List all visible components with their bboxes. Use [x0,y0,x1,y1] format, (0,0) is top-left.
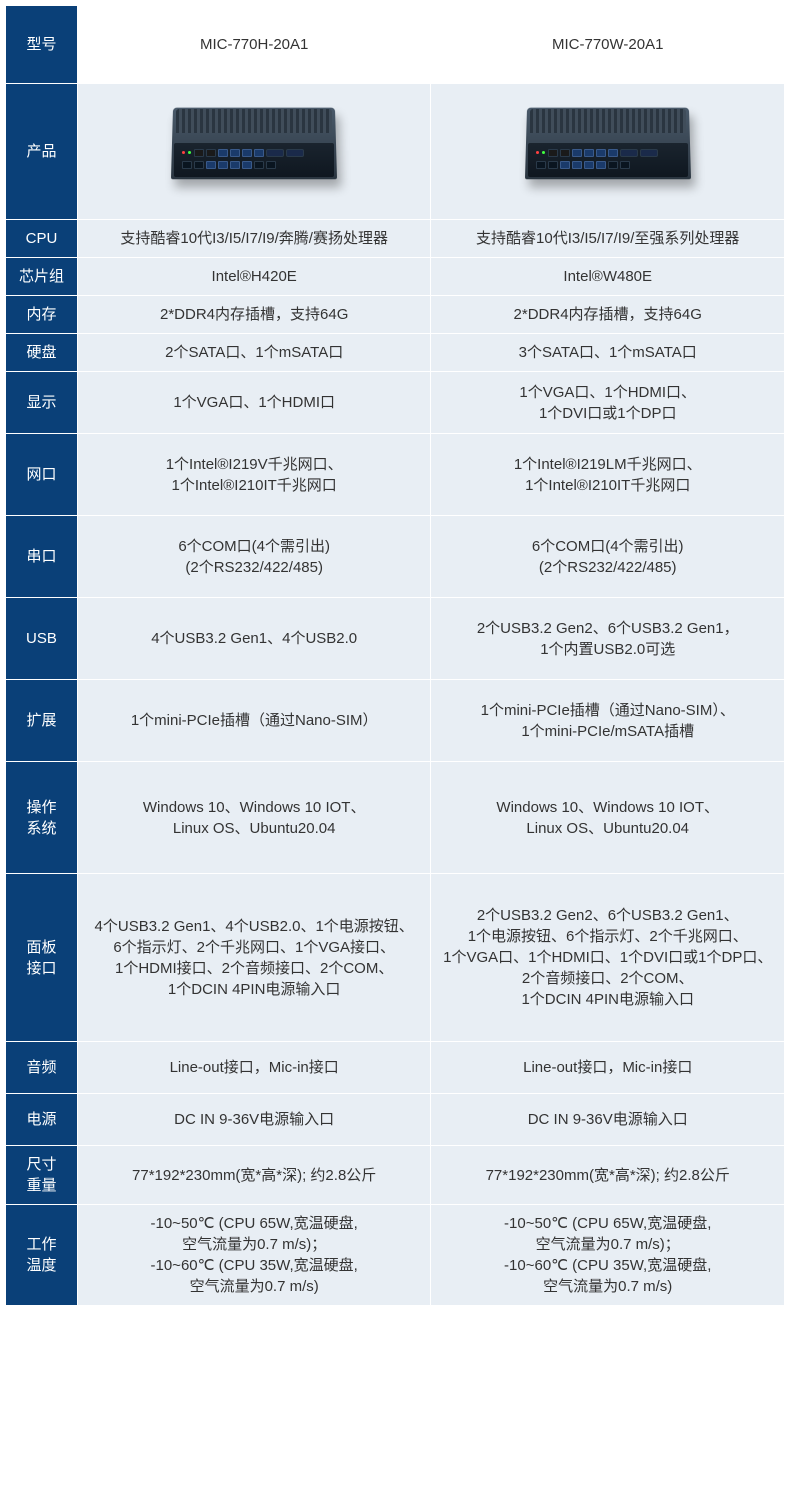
table-row: 工作 温度-10~50℃ (CPU 65W,宽温硬盘, 空气流量为0.7 m/s… [6,1205,785,1306]
spec-value: 77*192*230mm(宽*高*深); 约2.8公斤 [431,1146,785,1205]
spec-value: 2*DDR4内存插槽，支持64G [77,296,431,334]
spec-value: 2个SATA口、1个mSATA口 [77,334,431,372]
row-header: 内存 [6,296,78,334]
spec-value: 2个USB3.2 Gen2、6个USB3.2 Gen1、 1个电源按钮、6个指示… [431,874,785,1042]
spec-value: MIC-770W-20A1 [431,6,785,84]
product-image [154,99,354,199]
spec-value: Intel®H420E [77,258,431,296]
table-row: USB4个USB3.2 Gen1、4个USB2.02个USB3.2 Gen2、6… [6,598,785,680]
spec-value: Line-out接口，Mic-in接口 [431,1042,785,1094]
spec-value: Intel®W480E [431,258,785,296]
product-image-cell [77,84,431,220]
table-row: 产品 [6,84,785,220]
spec-value: 4个USB3.2 Gen1、4个USB2.0、1个电源按钮、 6个指示灯、2个千… [77,874,431,1042]
spec-value: DC IN 9-36V电源输入口 [77,1094,431,1146]
table-row: 内存2*DDR4内存插槽，支持64G2*DDR4内存插槽，支持64G [6,296,785,334]
spec-value: 1个mini-PCIe插槽（通过Nano-SIM）、 1个mini-PCIe/m… [431,680,785,762]
row-header: 串口 [6,516,78,598]
table-row: 操作 系统Windows 10、Windows 10 IOT、 Linux OS… [6,762,785,874]
row-header: USB [6,598,78,680]
spec-value: -10~50℃ (CPU 65W,宽温硬盘, 空气流量为0.7 m/s)； -1… [431,1205,785,1306]
table-body: 型号MIC-770H-20A1MIC-770W-20A1产品CPU支持酷睿10代… [6,6,785,1306]
table-row: 尺寸 重量77*192*230mm(宽*高*深); 约2.8公斤77*192*2… [6,1146,785,1205]
row-header: 电源 [6,1094,78,1146]
spec-value: 支持酷睿10代I3/I5/I7/I9/奔腾/赛扬处理器 [77,220,431,258]
product-image-cell [431,84,785,220]
row-header: 硬盘 [6,334,78,372]
row-header: 产品 [6,84,78,220]
spec-value: 77*192*230mm(宽*高*深); 约2.8公斤 [77,1146,431,1205]
table-row: 面板 接口4个USB3.2 Gen1、4个USB2.0、1个电源按钮、 6个指示… [6,874,785,1042]
spec-value: 支持酷睿10代I3/I5/I7/I9/至强系列处理器 [431,220,785,258]
spec-value: DC IN 9-36V电源输入口 [431,1094,785,1146]
row-header: 尺寸 重量 [6,1146,78,1205]
spec-value: Windows 10、Windows 10 IOT、 Linux OS、Ubun… [431,762,785,874]
table-row: CPU支持酷睿10代I3/I5/I7/I9/奔腾/赛扬处理器支持酷睿10代I3/… [6,220,785,258]
spec-value: 2个USB3.2 Gen2、6个USB3.2 Gen1， 1个内置USB2.0可… [431,598,785,680]
table-row: 网口1个Intel®I219V千兆网口、 1个Intel®I210IT千兆网口1… [6,434,785,516]
spec-value: 1个mini-PCIe插槽（通过Nano-SIM） [77,680,431,762]
table-row: 显示1个VGA口、1个HDMI口1个VGA口、1个HDMI口、 1个DVI口或1… [6,372,785,434]
row-header: 芯片组 [6,258,78,296]
spec-value: 1个Intel®I219V千兆网口、 1个Intel®I210IT千兆网口 [77,434,431,516]
spec-comparison-table: 型号MIC-770H-20A1MIC-770W-20A1产品CPU支持酷睿10代… [5,5,785,1306]
table-row: 型号MIC-770H-20A1MIC-770W-20A1 [6,6,785,84]
row-header: 工作 温度 [6,1205,78,1306]
row-header: 面板 接口 [6,874,78,1042]
product-image [508,99,708,199]
spec-value: Windows 10、Windows 10 IOT、 Linux OS、Ubun… [77,762,431,874]
spec-value: MIC-770H-20A1 [77,6,431,84]
spec-value: 2*DDR4内存插槽，支持64G [431,296,785,334]
row-header: 扩展 [6,680,78,762]
spec-value: 1个VGA口、1个HDMI口 [77,372,431,434]
row-header: CPU [6,220,78,258]
spec-value: 6个COM口(4个需引出) (2个RS232/422/485) [431,516,785,598]
table-row: 扩展1个mini-PCIe插槽（通过Nano-SIM）1个mini-PCIe插槽… [6,680,785,762]
table-row: 电源DC IN 9-36V电源输入口DC IN 9-36V电源输入口 [6,1094,785,1146]
spec-value: -10~50℃ (CPU 65W,宽温硬盘, 空气流量为0.7 m/s)； -1… [77,1205,431,1306]
spec-value: 4个USB3.2 Gen1、4个USB2.0 [77,598,431,680]
row-header: 音频 [6,1042,78,1094]
row-header: 型号 [6,6,78,84]
spec-value: Line-out接口，Mic-in接口 [77,1042,431,1094]
row-header: 网口 [6,434,78,516]
spec-value: 1个Intel®I219LM千兆网口、 1个Intel®I210IT千兆网口 [431,434,785,516]
table-row: 串口6个COM口(4个需引出) (2个RS232/422/485)6个COM口(… [6,516,785,598]
spec-value: 1个VGA口、1个HDMI口、 1个DVI口或1个DP口 [431,372,785,434]
spec-value: 6个COM口(4个需引出) (2个RS232/422/485) [77,516,431,598]
row-header: 显示 [6,372,78,434]
row-header: 操作 系统 [6,762,78,874]
table-row: 芯片组Intel®H420EIntel®W480E [6,258,785,296]
table-row: 硬盘2个SATA口、1个mSATA口3个SATA口、1个mSATA口 [6,334,785,372]
spec-value: 3个SATA口、1个mSATA口 [431,334,785,372]
table-row: 音频Line-out接口，Mic-in接口Line-out接口，Mic-in接口 [6,1042,785,1094]
